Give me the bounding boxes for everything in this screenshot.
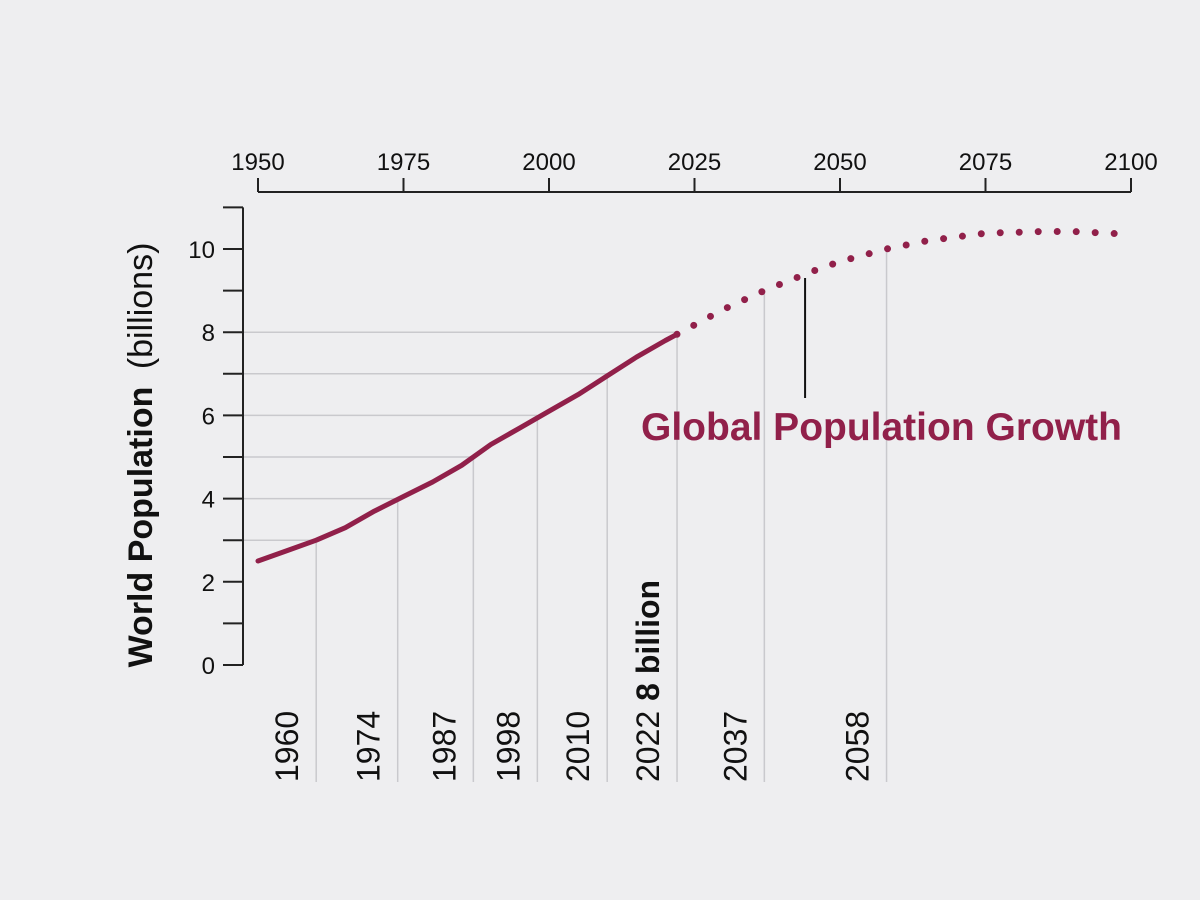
milestone-label-2058: 2058	[840, 711, 876, 782]
x-tick-label-1950: 1950	[231, 149, 284, 176]
milestone-label-1960: 1960	[269, 711, 305, 782]
y-tick-label-8: 8	[202, 320, 215, 347]
projection-line	[673, 228, 1135, 338]
historical-line	[255, 331, 680, 564]
y-tick-label-6: 6	[202, 403, 215, 430]
y-axis-label: World Population (billions)	[122, 243, 160, 668]
population-series	[255, 228, 1135, 564]
x-tick-label-2025: 2025	[668, 149, 721, 176]
x-tick-label-2100: 2100	[1104, 149, 1157, 176]
x-tick-label-1975: 1975	[377, 149, 430, 176]
y-tick-label-4: 4	[202, 487, 215, 514]
milestone-note: 8 billion	[630, 580, 666, 701]
y-tick-label-2: 2	[202, 570, 215, 597]
milestone-labels: 1960 1974 1987 1998 2010 20228 billion 2037 205…	[269, 277, 876, 782]
milestone-label-1974: 1974	[351, 711, 387, 782]
milestone-label-1998: 1998	[490, 711, 526, 782]
milestone-label-1987: 1987	[426, 711, 462, 782]
milestone-label-2010: 2010	[560, 711, 596, 782]
milestone-label-2022: 20228 billion	[630, 580, 666, 782]
chart-title: Global Population Growth	[641, 406, 1122, 449]
x-tick-label-2000: 2000	[522, 149, 575, 176]
milestone-label-2037: 2037	[717, 711, 753, 782]
y-axis-label-unit: (billions)	[122, 243, 160, 370]
x-tick-label-2075: 2075	[959, 149, 1012, 176]
y-tick-label-10: 10	[188, 237, 215, 264]
y-axis-label-bold: World Population	[122, 387, 160, 668]
x-tick-label-2050: 2050	[813, 149, 866, 176]
milestone-guides	[243, 249, 888, 782]
y-tick-label-0: 0	[202, 653, 215, 680]
axes: 1950 1975 2000 2025 2050 2075 2100 0 2 4 6 8 10	[188, 149, 1157, 680]
